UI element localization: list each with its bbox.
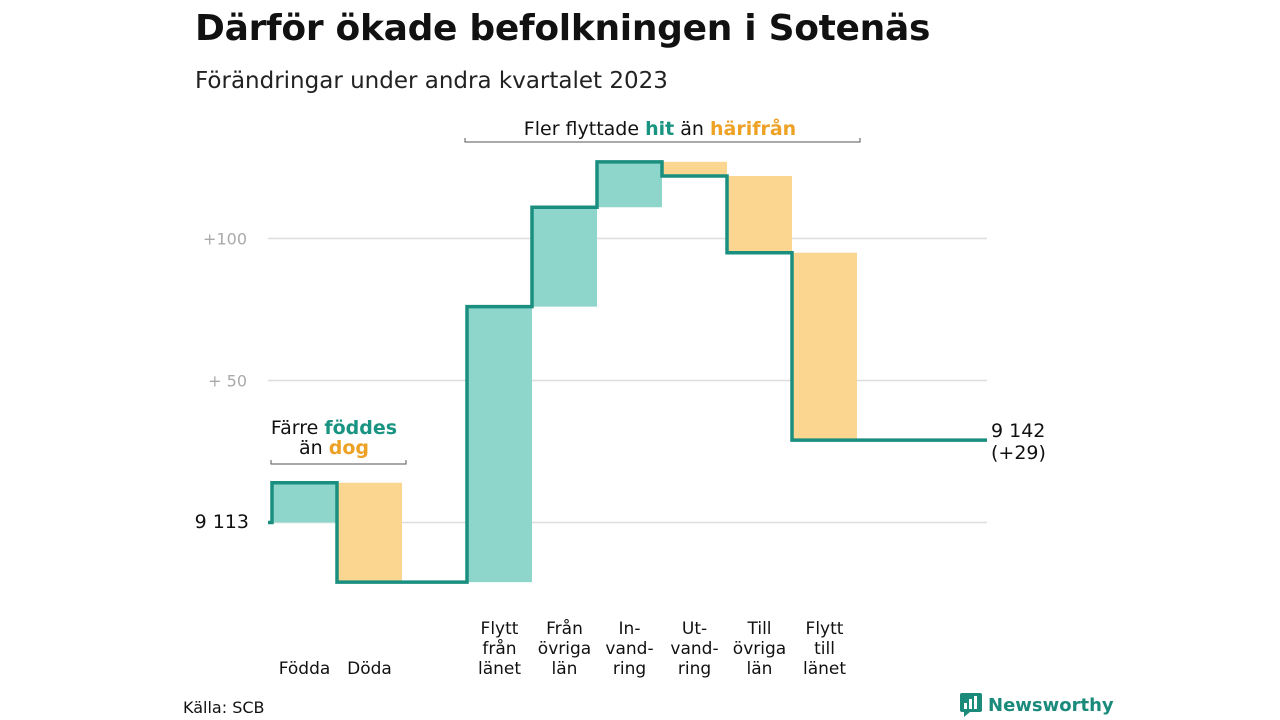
- annotation-left-line1: Färre föddes: [271, 417, 397, 439]
- chart-subtitle: Förändringar under andra kvartalet 2023: [195, 68, 668, 94]
- annotation-top-harifran: härifrån: [710, 116, 796, 140]
- annotation-top-prefix: Fler flyttade: [524, 118, 645, 140]
- y-tick-label: +100: [203, 230, 247, 249]
- annotation-top: Fler flyttade hit än härifrån: [524, 116, 796, 140]
- x-tick-label: Från: [546, 618, 583, 639]
- annotation-left-foddes: föddes: [324, 417, 397, 439]
- x-tick-label: ring: [613, 659, 646, 679]
- x-tick-label: vand-: [605, 639, 653, 659]
- x-tick-label: Ut-: [682, 619, 707, 639]
- x-tick-label: Döda: [347, 659, 392, 679]
- annotation-top-hit: hit: [645, 118, 674, 140]
- bar: [532, 207, 597, 307]
- annotation-left-line2: än dog: [299, 437, 369, 459]
- x-tick-label: till: [814, 639, 835, 659]
- annotation-left-mid: än: [299, 437, 329, 459]
- annotation-bracket-top: [464, 138, 861, 143]
- y-tick-label: + 50: [208, 372, 247, 391]
- x-tick-label: övriga: [733, 639, 786, 659]
- source-note: Källa: SCB: [183, 698, 265, 717]
- cumulative-line: [268, 160, 987, 584]
- annotation-left-dog: dog: [329, 437, 369, 459]
- x-tick-label: övriga: [538, 639, 591, 659]
- bar: [727, 176, 792, 253]
- bar: [337, 482, 402, 583]
- x-tick-label: Flytt: [481, 619, 519, 639]
- bar: [792, 252, 857, 441]
- x-tick-label: länet: [478, 659, 521, 679]
- x-tick-label: ring: [678, 659, 711, 679]
- x-tick-label: från: [482, 638, 516, 659]
- x-tick-label: län: [552, 659, 578, 679]
- x-tick-label: Flytt: [806, 619, 844, 639]
- newsworthy-logo-icon: [960, 693, 982, 717]
- annotation-top-mid: än: [674, 118, 710, 140]
- brand-logo: Newsworthy: [960, 693, 1114, 717]
- net-change-label: (+29): [991, 442, 1046, 464]
- annotation-bracket-left: [270, 460, 407, 465]
- x-tick-label: Till: [746, 619, 771, 639]
- bar: [467, 306, 532, 583]
- x-tick-label: In-: [619, 619, 641, 639]
- x-tick-label: län: [747, 659, 773, 679]
- x-tick-label: Födda: [279, 659, 331, 679]
- end-value-label: 9 142: [991, 420, 1045, 442]
- chart-title: Därför ökade befolkningen i Sotenäs: [195, 8, 931, 49]
- x-tick-label: länet: [803, 659, 846, 679]
- annotation-left-prefix: Färre: [271, 417, 324, 439]
- x-tick-label: vand-: [670, 639, 718, 659]
- bar: [597, 161, 662, 208]
- start-value-label: 9 113: [195, 511, 249, 533]
- bar: [662, 161, 727, 177]
- brand-name: Newsworthy: [988, 694, 1114, 716]
- bar: [272, 482, 337, 523]
